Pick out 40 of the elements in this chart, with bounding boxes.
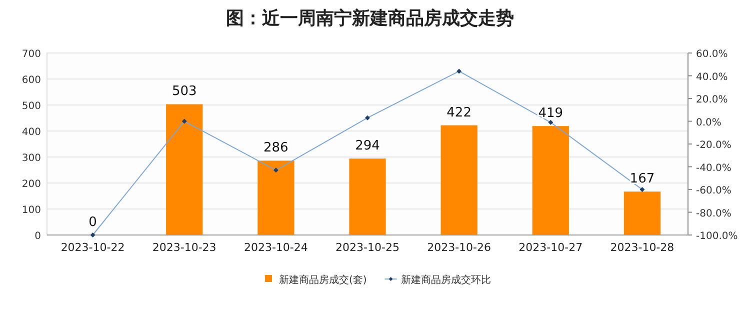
x-tick-label: 2023-10-28 <box>610 241 674 254</box>
data-label: 503 <box>172 84 197 100</box>
y2-tick-label: -20.0% <box>696 140 732 151</box>
bar <box>440 125 478 235</box>
y2-tick-label: -80.0% <box>696 208 732 220</box>
data-label: 419 <box>538 106 564 122</box>
y-tick-label: 600 <box>22 75 41 86</box>
data-label: 422 <box>446 105 472 120</box>
bar <box>258 160 294 235</box>
data-label: 0 <box>88 215 97 230</box>
y-tick-label: 500 <box>22 101 41 112</box>
bar <box>624 192 661 235</box>
bar <box>166 104 203 235</box>
x-tick-label: 2023-10-22 <box>60 241 125 254</box>
y2-tick-label: -40.0% <box>696 162 732 174</box>
data-label: 286 <box>264 140 288 156</box>
y2-tick-label: 40.0% <box>696 72 728 83</box>
legend-label: 新建商品房成交环比 <box>400 274 491 286</box>
bar <box>349 158 386 235</box>
y2-tick-label: 20.0% <box>696 94 728 106</box>
legend-label: 新建商品房成交(套) <box>279 274 367 286</box>
x-tick-label: 2023-10-27 <box>518 241 583 254</box>
y-tick-label: 200 <box>22 179 41 190</box>
y-tick-label: 700 <box>22 49 41 60</box>
data-label: 167 <box>630 172 655 187</box>
y-tick-label: 0 <box>34 231 41 242</box>
y-tick-label: 100 <box>22 205 41 216</box>
bar <box>532 126 569 235</box>
y-tick-label: 400 <box>22 127 41 138</box>
data-label: 294 <box>355 138 380 154</box>
y2-tick-label: 60.0% <box>696 49 728 60</box>
x-tick-label: 2023-10-26 <box>427 241 492 254</box>
chart-title: 图：近一周南宁新建商品房成交走势 <box>226 8 514 29</box>
y-tick-label: 300 <box>22 153 41 164</box>
y2-tick-label: -60.0% <box>696 186 732 196</box>
y2-tick-label: -100.0% <box>696 231 738 242</box>
x-tick-label: 2023-10-25 <box>336 241 400 254</box>
x-tick-label: 2023-10-24 <box>244 241 308 254</box>
x-tick-label: 2023-10-23 <box>152 241 216 254</box>
y2-tick-label: 0.0% <box>696 117 722 128</box>
